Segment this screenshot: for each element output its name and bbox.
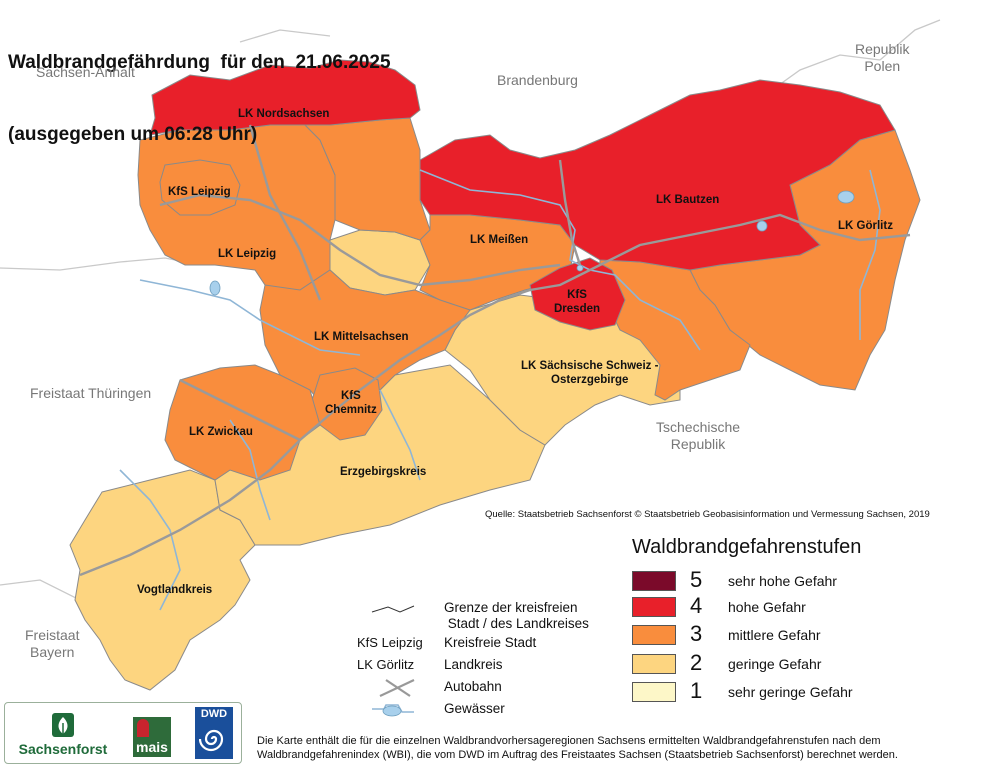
legend-label-2: geringe Gefahr xyxy=(728,656,822,672)
key-border-line-icon xyxy=(371,605,415,613)
district-lk-bautzen[interactable] xyxy=(419,79,896,271)
legend-item-1: 1 sehr geringe Gefahr xyxy=(632,678,992,706)
rivers xyxy=(119,169,881,611)
legend-level-2: 2 xyxy=(690,650,703,675)
key-gewaesser-label: Gewässer xyxy=(444,701,505,716)
legend-label-5: sehr hohe Gefahr xyxy=(728,573,837,589)
neighbor-bayern: Freistaat Bayern xyxy=(25,627,80,660)
key-autobahn-icon xyxy=(379,679,415,697)
label-lk-meissen: LK Meißen xyxy=(470,234,529,246)
neighbor-thueringen: Freistaat Thüringen xyxy=(30,385,152,401)
logo-bar: Sachsenforst mais DWD xyxy=(4,702,242,764)
label-vogtlandkreis: Vogtlandkreis xyxy=(137,584,213,596)
mais-logo: mais xyxy=(133,717,171,757)
legend-swatch-1 xyxy=(632,682,676,702)
district-erzgebirgskreis[interactable] xyxy=(214,364,546,546)
legend-swatch-3 xyxy=(632,625,676,645)
source-credit: Quelle: Staatsbetrieb Sachsenforst © Sta… xyxy=(485,509,930,520)
label-kfs-chemnitz: KfS Chemnitz xyxy=(325,390,377,416)
legend-level-4: 4 xyxy=(690,593,703,618)
label-lk-goerlitz: LK Görlitz xyxy=(838,220,893,232)
mais-wordmark: mais xyxy=(136,739,168,755)
label-erzgebirgskreis: Erzgebirgskreis xyxy=(340,466,427,478)
key-kfs-example: KfS Leipzig xyxy=(357,635,423,650)
district-lk-zwickau[interactable] xyxy=(164,364,321,481)
key-kfs-label: Kreisfreie Stadt xyxy=(444,635,537,650)
legend-swatch-4 xyxy=(632,597,676,617)
label-lk-saechsische-schweiz: LK Sächsische Schweiz - Osterzgebirge xyxy=(521,360,659,386)
footnote: Die Karte enthält die für die einzelnen … xyxy=(257,735,898,761)
key-lk-example: LK Görlitz xyxy=(357,657,415,672)
neighbor-sachsen-anhalt: Sachsen-Anhalt xyxy=(36,64,135,80)
legend-label-1: sehr geringe Gefahr xyxy=(728,684,853,700)
dwd-wordmark: DWD xyxy=(200,708,228,720)
key-lk-label: Landkreis xyxy=(444,657,503,672)
sachsenforst-logo: Sachsenforst xyxy=(13,711,113,759)
mais-logo-figure xyxy=(137,719,149,737)
label-lk-leipzig: LK Leipzig xyxy=(218,248,277,260)
key-border-label: Grenze der kreisfreien Stadt / des Landk… xyxy=(444,600,589,631)
district-kfs-leipzig[interactable] xyxy=(159,159,241,216)
neighbor-borders xyxy=(0,19,941,613)
legend-item-4: 4 hohe Gefahr xyxy=(632,593,992,621)
district-sued-bautzen-orange xyxy=(599,259,751,401)
key-gewaesser-icon xyxy=(372,704,414,717)
label-kfs-dresden: KfS Dresden xyxy=(554,289,601,315)
legend-level-1: 1 xyxy=(690,678,703,703)
neighbor-tschechien: Tschechische Republik xyxy=(656,419,741,452)
district-lk-nordsachsen[interactable] xyxy=(149,59,421,136)
sachsenforst-leaf-icon xyxy=(52,713,74,737)
sachsenforst-wordmark: Sachsenforst xyxy=(18,741,108,757)
dwd-spiral-icon xyxy=(199,729,224,752)
title-line-2: (ausgegeben um 06:28 Uhr) xyxy=(8,124,258,145)
label-kfs-leipzig: KfS Leipzig xyxy=(168,186,231,198)
legend-item-2: 2 geringe Gefahr xyxy=(632,650,992,678)
legend-swatch-2 xyxy=(632,654,676,674)
autobahn-network xyxy=(79,124,911,577)
label-lk-zwickau: LK Zwickau xyxy=(189,426,253,438)
label-lk-mittelsachsen: LK Mittelsachsen xyxy=(314,331,409,343)
label-lk-nordsachsen: LK Nordsachsen xyxy=(238,108,330,120)
label-lk-bautzen: LK Bautzen xyxy=(656,194,720,206)
legend-level-5: 5 xyxy=(690,567,703,592)
legend-title: Waldbrandgefahrenstufen xyxy=(632,536,862,558)
legend-label-4: hohe Gefahr xyxy=(728,599,806,615)
lakes xyxy=(209,190,855,296)
legend-level-3: 3 xyxy=(690,621,703,646)
legend-swatch-5 xyxy=(632,571,676,591)
neighbor-brandenburg: Brandenburg xyxy=(497,72,578,88)
legend-item-5: 5 sehr hohe Gefahr xyxy=(632,567,992,595)
dwd-logo: DWD xyxy=(195,707,233,759)
title-line-1: Waldbrandgefährdung für den 21.06.2025 xyxy=(8,52,391,73)
neighbor-polen: Republik Polen xyxy=(855,41,910,74)
map-title: Waldbrandgefährdung für den 21.06.2025 (… xyxy=(8,3,391,171)
key-autobahn-label: Autobahn xyxy=(444,679,502,694)
legend-item-3: 3 mittlere Gefahr xyxy=(632,621,992,649)
legend-label-3: mittlere Gefahr xyxy=(728,627,821,643)
